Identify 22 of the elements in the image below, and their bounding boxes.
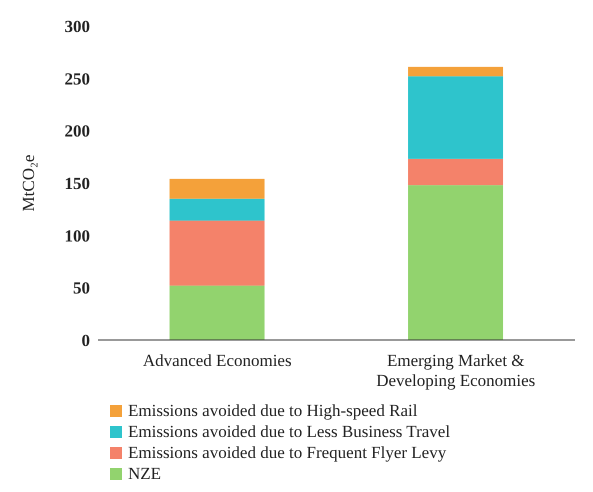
- y-tick-label: 150: [64, 174, 90, 194]
- x-tick-label: Emerging Market & Developing Economies: [376, 351, 536, 390]
- y-axis-title: MtCO₂e: [19, 154, 38, 212]
- bar: [408, 185, 504, 340]
- bar: [170, 178, 265, 199]
- x-tick-label: Advanced Economies: [142, 351, 292, 370]
- bar: [408, 76, 504, 159]
- legend-label: NZE: [128, 464, 162, 484]
- bar: [408, 66, 504, 76]
- bar: [170, 220, 265, 286]
- y-tick-label: 300: [64, 17, 90, 36]
- legend-label: Emissions avoided due to Frequent Flyer Levy: [128, 442, 446, 462]
- y-tick-label: 50: [73, 278, 90, 298]
- bar: [170, 286, 265, 340]
- legend-label: Emissions avoided due to High-speed Rail: [128, 400, 418, 420]
- legend-label: Emissions avoided due to Less Business Travel: [128, 422, 450, 442]
- bar: [170, 198, 265, 221]
- y-tick-label: 0: [82, 331, 90, 350]
- y-tick-label: 100: [64, 226, 90, 246]
- bar: [408, 158, 504, 186]
- y-tick-label: 200: [64, 122, 90, 141]
- y-tick-label: 250: [64, 69, 90, 88]
